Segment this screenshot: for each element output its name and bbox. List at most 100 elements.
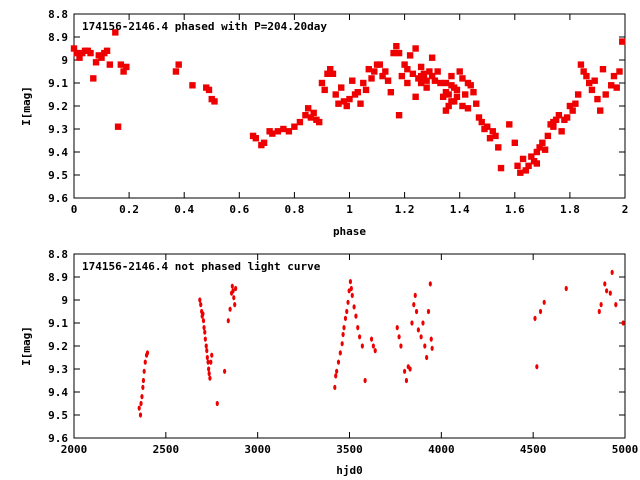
data-point [475,114,483,121]
data-point [285,128,293,135]
data-point [608,290,612,296]
data-point [358,334,362,340]
chart-title: 174156-2146.4 phased with P=204.20day [82,20,327,33]
data-point [92,59,100,66]
data-point [226,318,230,324]
data-point [555,112,563,119]
data-point [542,299,546,305]
data-point [602,91,609,98]
data-point [558,128,565,135]
data-point [603,281,607,287]
x-tick-label: 1.4 [450,203,470,216]
data-point [338,350,342,356]
data-point [597,107,604,114]
data-point [201,318,206,324]
data-point [204,343,208,349]
data-point [369,336,374,342]
data-point [459,102,466,110]
data-point [145,350,150,356]
data-point [577,61,585,68]
data-point [536,144,543,151]
data-point [605,288,609,294]
data-point [356,325,360,331]
y-tick-labels: 8.8 8.9 9 9.1 9.2 9.3 9.4 9.5 9.6 [48,8,68,205]
phased-light-curve-panel: 0 0.2 0.4 0.6 0.8 1 1.2 1.4 1.6 1.8 2 8.8 8.9 9 9.1 9.… [20,8,628,238]
x-tick-label: 1.2 [395,203,415,216]
data-point [138,412,143,418]
data-point [321,86,328,94]
data-point [87,49,94,57]
data-point [139,400,143,407]
data-point [371,343,375,349]
data-point [234,285,238,292]
data-point [572,100,579,107]
data-point [511,139,518,146]
data-point [346,299,350,305]
data-point [426,308,431,315]
data-point [336,359,341,365]
data-point [426,68,433,75]
data-points [70,29,626,176]
x-tick-label: 4000 [428,443,455,456]
data-point [269,130,276,137]
data-point [439,93,447,100]
data-point [395,49,403,57]
y-axis-label: I[mag] [20,86,33,126]
data-point [414,308,419,315]
data-point [114,123,122,130]
x-tick-label: 0.6 [229,203,249,216]
data-point [341,331,345,338]
data-point [404,79,411,87]
data-point [425,354,429,361]
data-point [207,371,211,377]
data-point [208,375,212,381]
data-point [453,86,461,94]
data-point [616,68,623,75]
data-point [456,68,463,75]
data-point [324,70,331,77]
data-point [497,164,505,172]
data-point [459,75,466,82]
data-point [533,160,541,167]
data-point [76,54,83,61]
data-point [417,79,425,87]
data-point [580,68,587,75]
y-axis-label: I[mag] [20,326,33,366]
data-point [140,394,144,400]
y-tick-labels: 8.8 8.9 9 9.1 9.2 9.3 9.4 9.5 9.6 [48,248,68,445]
data-point [390,49,397,57]
data-point [142,368,146,374]
data-point [346,95,353,103]
data-point [357,100,364,107]
data-point [81,47,89,54]
y-tick-label: 9.6 [48,192,68,205]
y-tick-label: 9.4 [48,146,68,159]
data-point [397,334,401,340]
x-tick-label: 1 [346,203,353,216]
y-tick-label: 9.1 [48,77,68,90]
data-point [564,285,568,292]
data-point [106,61,114,68]
y-tick-label: 9.5 [48,169,68,182]
data-point [352,304,356,310]
data-point [199,302,203,308]
data-point [252,135,260,142]
data-point [302,112,309,119]
data-point [368,75,375,82]
data-point [421,320,425,326]
y-tick-label: 8.9 [48,31,68,44]
x-tick-label: 3000 [244,443,271,456]
data-point [198,297,202,303]
data-point [619,38,626,45]
data-point [233,302,237,308]
data-point [506,121,513,128]
y-tick-label: 9.1 [48,317,68,330]
data-point [478,118,485,126]
data-point [448,82,455,89]
data-point [423,343,427,349]
data-point [363,377,367,384]
data-point [350,292,354,298]
data-point [430,345,434,351]
data-point [408,366,412,372]
data-point [103,47,111,54]
